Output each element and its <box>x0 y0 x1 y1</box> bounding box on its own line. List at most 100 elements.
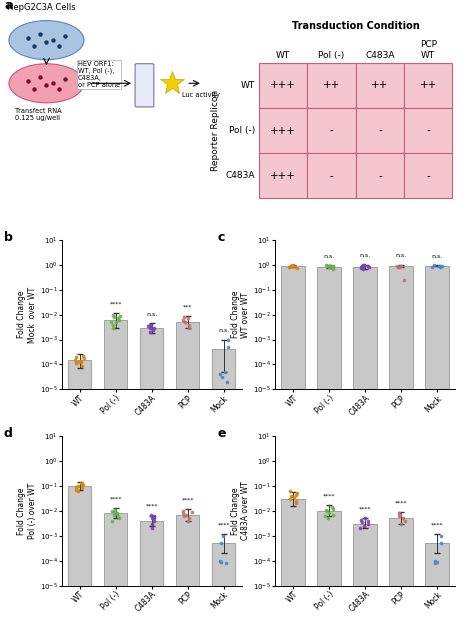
Point <box>150 511 158 521</box>
Point <box>287 261 294 271</box>
Text: ****: **** <box>146 503 158 508</box>
Point <box>73 352 80 362</box>
Text: ****: **** <box>109 497 122 502</box>
Point <box>395 262 403 272</box>
Bar <box>140 328 164 623</box>
Point <box>326 508 333 518</box>
Point <box>224 342 232 352</box>
Point <box>109 323 117 333</box>
Point <box>185 320 192 330</box>
Text: +++: +++ <box>270 126 296 136</box>
Point <box>436 262 443 272</box>
Text: ++: ++ <box>323 80 340 90</box>
Point <box>431 556 439 566</box>
Point <box>359 517 366 527</box>
Point <box>360 264 367 273</box>
Point <box>146 320 154 330</box>
Bar <box>404 63 452 108</box>
Point <box>77 478 84 488</box>
Point <box>108 317 115 327</box>
Point <box>216 369 224 379</box>
Point <box>115 315 123 325</box>
Point <box>359 260 366 270</box>
Point <box>329 264 337 273</box>
Text: -: - <box>378 171 382 181</box>
Point <box>72 482 80 492</box>
Point <box>291 492 298 502</box>
Text: C483A: C483A <box>365 50 395 60</box>
Bar <box>176 322 200 623</box>
Point <box>321 511 329 521</box>
Point <box>151 323 158 333</box>
Bar <box>104 320 128 623</box>
Text: ****: **** <box>359 507 371 512</box>
Bar <box>307 153 356 198</box>
Ellipse shape <box>9 21 84 60</box>
Point <box>113 508 121 518</box>
Text: e: e <box>217 427 226 440</box>
Point <box>286 487 294 497</box>
Text: n.s.: n.s. <box>359 254 371 259</box>
Point <box>329 504 337 514</box>
Bar <box>425 543 449 623</box>
Text: ****: **** <box>109 302 122 307</box>
Bar <box>68 360 91 623</box>
Y-axis label: Fold Change
Mock  over WT: Fold Change Mock over WT <box>18 287 37 343</box>
Bar <box>353 524 377 623</box>
Point <box>357 262 365 272</box>
Bar <box>356 108 404 153</box>
Point <box>223 377 230 387</box>
Point <box>360 521 368 531</box>
Point <box>78 361 86 371</box>
Point <box>286 262 293 272</box>
Bar <box>404 153 452 198</box>
Bar <box>259 153 307 198</box>
Text: WT: WT <box>241 81 255 90</box>
Bar <box>259 63 307 108</box>
Text: Luc activity: Luc activity <box>182 92 220 98</box>
Text: ++: ++ <box>371 80 389 90</box>
Point <box>73 358 80 368</box>
Point <box>326 260 334 270</box>
Point <box>181 317 188 327</box>
Text: n.s.: n.s. <box>323 254 335 259</box>
Point <box>287 491 295 501</box>
Bar <box>317 511 341 623</box>
Point <box>78 479 86 489</box>
Text: a: a <box>4 0 13 12</box>
Point <box>328 502 336 512</box>
Ellipse shape <box>9 64 84 103</box>
Point <box>79 351 87 361</box>
Point <box>147 510 155 520</box>
Point <box>150 513 157 523</box>
Bar <box>68 486 91 623</box>
Point <box>397 519 405 529</box>
Bar <box>281 266 305 623</box>
Point <box>329 262 337 272</box>
Point <box>358 261 366 271</box>
Point <box>365 516 372 526</box>
Text: -: - <box>427 126 430 136</box>
Point <box>180 315 187 325</box>
Point <box>364 261 372 271</box>
Point <box>218 538 225 548</box>
Point <box>401 516 409 526</box>
Point <box>364 519 372 529</box>
Point <box>74 487 82 497</box>
Point <box>433 557 441 567</box>
Point <box>438 261 446 271</box>
Point <box>146 327 154 337</box>
Point <box>80 353 88 363</box>
Point <box>292 490 300 500</box>
Point <box>114 511 122 521</box>
Point <box>77 356 84 366</box>
Bar <box>389 266 413 623</box>
Point <box>148 519 156 529</box>
Point <box>109 310 117 320</box>
Point <box>150 516 158 526</box>
Point <box>109 320 117 330</box>
Text: Reporter Replicon: Reporter Replicon <box>211 90 220 171</box>
Point <box>292 498 300 508</box>
Y-axis label: Fold Change
Pol (-) over WT: Fold Change Pol (-) over WT <box>18 483 37 539</box>
Point <box>149 325 156 335</box>
